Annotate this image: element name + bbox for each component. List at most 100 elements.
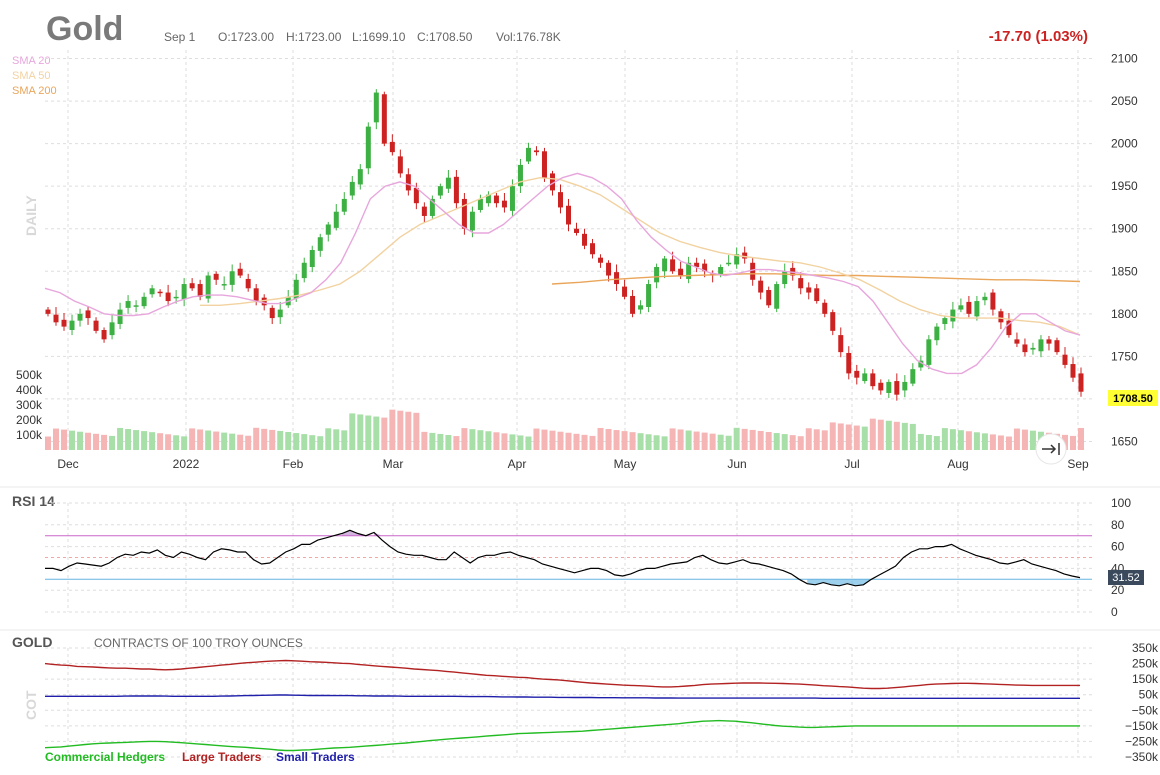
sma200-line (551, 273, 1081, 285)
volume-bar (541, 429, 548, 450)
volume-bar (429, 432, 436, 450)
sma50-legend: SMA 50 (12, 70, 51, 82)
volume-bar (501, 433, 508, 450)
volume-bar (645, 434, 652, 450)
volume-bar (237, 434, 244, 450)
volume-bar (173, 435, 180, 450)
candle-body (822, 302, 828, 314)
x-tick-label: Jul (844, 457, 859, 471)
volume-bar (821, 430, 828, 450)
x-tick-label: May (614, 457, 637, 471)
price-tick-label: 1850 (1111, 264, 1138, 278)
volume-bar (381, 417, 388, 450)
candle-body (341, 198, 347, 212)
candle-body (205, 275, 211, 299)
volume-bar (1021, 429, 1028, 450)
volume-bar (925, 435, 932, 450)
volume-bar (653, 435, 660, 450)
page-title: Gold (46, 10, 123, 48)
candle-body (181, 284, 187, 300)
volume-bar (453, 436, 460, 450)
candle-body (301, 262, 307, 279)
candle-body (862, 373, 868, 382)
rsi-line (45, 529, 1081, 587)
candle-body (726, 262, 732, 265)
candle-body (878, 382, 884, 391)
candle-body (750, 262, 756, 280)
candle-body (133, 305, 139, 307)
candle-body (910, 369, 916, 384)
candle-body (405, 174, 411, 191)
volume-bar (125, 429, 132, 450)
candle-body (926, 339, 932, 365)
candle-body (830, 312, 836, 331)
cot-subtitle: CONTRACTS OF 100 TROY OUNCES (94, 636, 303, 650)
candle-body (389, 141, 395, 153)
header-low: L:1699.10 (352, 30, 406, 44)
volume-bar (341, 430, 348, 450)
jump-to-latest-button[interactable] (1035, 433, 1067, 465)
candle-body (533, 150, 539, 153)
candle-body (253, 288, 259, 302)
candle-body (493, 195, 499, 204)
candle-body (157, 291, 163, 294)
interval-label: DAILY (23, 195, 39, 236)
volume-bar (685, 430, 692, 450)
volume-bar (565, 432, 572, 450)
volume-bar (325, 428, 332, 450)
volume-bar (725, 435, 732, 450)
candle-body (982, 296, 988, 301)
volume-bar (669, 428, 676, 450)
candle-body (774, 284, 780, 309)
price-axis: 1650170017501800185019001950200020502100 (1111, 52, 1138, 449)
candle-body (557, 192, 563, 208)
cot-tick-label: 250k (1132, 657, 1159, 671)
volume-bar (261, 428, 268, 450)
volume-bar (349, 413, 356, 450)
candle-body (846, 352, 852, 374)
volume-bar (589, 435, 596, 450)
volume-bar (837, 423, 844, 450)
volume-bar (597, 427, 604, 450)
candle-body (1070, 364, 1076, 378)
price-tick-label: 2100 (1111, 52, 1138, 66)
candle-body (109, 322, 115, 336)
volume-bar (717, 434, 724, 450)
candle-body (614, 272, 620, 285)
legend-large-traders: Large Traders (182, 750, 262, 764)
cot-tick-label: −350k (1125, 750, 1159, 764)
candle-body (93, 320, 99, 331)
volume-bar (293, 433, 300, 450)
volume-bar (437, 433, 444, 450)
volume-bar (709, 433, 716, 450)
candle-body (501, 200, 507, 208)
volume-bar (85, 432, 92, 450)
cot-tick-label: 150k (1132, 672, 1159, 686)
candle-body (349, 181, 355, 196)
candle-body (365, 126, 371, 169)
volume-bar (405, 411, 412, 450)
x-tick-label: 2022 (173, 457, 200, 471)
candle-body (245, 278, 251, 289)
candle-body (646, 284, 652, 308)
candle-body (662, 258, 668, 272)
candle-body (974, 301, 980, 317)
candle-body (517, 164, 523, 187)
candle-body (309, 250, 315, 268)
volume-bar (517, 435, 524, 450)
sma200-legend: SMA 200 (12, 85, 57, 97)
candle-body (61, 319, 67, 327)
candle-body (1062, 354, 1068, 365)
volume-bar (373, 416, 380, 450)
candle-body (998, 311, 1004, 323)
volume-bar (397, 410, 404, 450)
candle-body (541, 151, 547, 178)
sma20-line (44, 172, 1081, 375)
candle-body (590, 243, 596, 255)
price-change: -17.70 (1.03%) (989, 28, 1088, 45)
candle-body (325, 224, 331, 235)
header-open: O:1723.00 (218, 30, 274, 44)
volume-bar (829, 422, 836, 450)
